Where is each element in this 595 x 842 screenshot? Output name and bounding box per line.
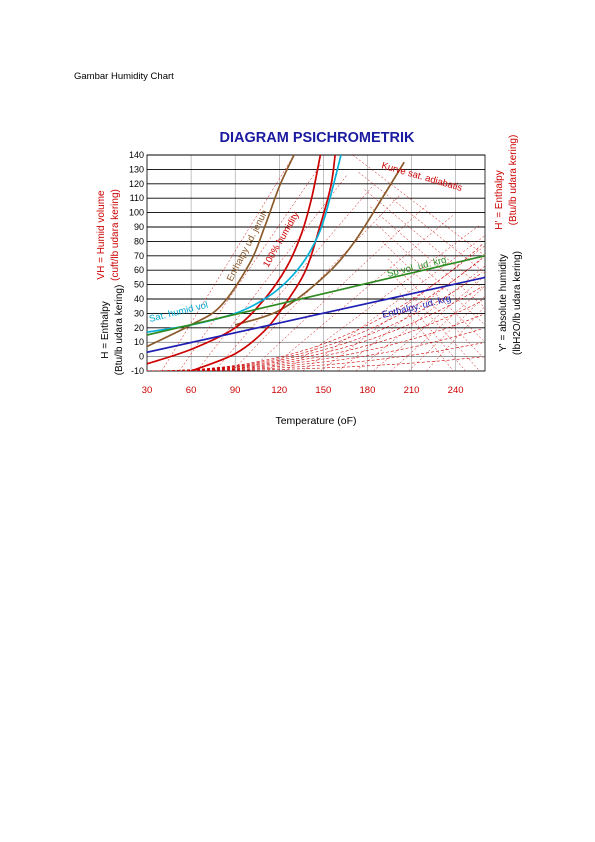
y-tick-label: 0 bbox=[139, 352, 144, 362]
y-tick-label: 140 bbox=[129, 150, 144, 160]
adiabatic-line bbox=[358, 172, 485, 274]
adiabatic-line bbox=[387, 258, 485, 360]
background-curves bbox=[147, 155, 485, 371]
x-tick-label: 150 bbox=[315, 385, 331, 396]
adiabatic-line bbox=[370, 206, 485, 308]
y-tick-label: 60 bbox=[134, 265, 144, 275]
adiabatic-line bbox=[405, 310, 454, 371]
adiabatic-line bbox=[320, 245, 485, 371]
x-tick-label: 210 bbox=[404, 385, 420, 396]
x-tick-label: 30 bbox=[142, 385, 153, 396]
chart-title-text: DIAGRAM PSICHROMETRIK bbox=[220, 130, 415, 146]
tick-labels: -10 0 10 20 30 40 50 60 70 80 90 100 110 120 130 140 30 6… bbox=[129, 150, 464, 396]
adiabatic-line bbox=[408, 295, 485, 371]
chart-title: DIAGRAM PSICHROMETRIK bbox=[220, 130, 415, 146]
adiabatic-line bbox=[196, 175, 348, 371]
adiabatic-line bbox=[302, 235, 485, 371]
x-tick-label: 120 bbox=[271, 385, 287, 396]
x-tick-label: 240 bbox=[448, 385, 464, 396]
y-tick-label: -10 bbox=[131, 366, 144, 376]
right-outer-label-sub: (Btu/lb udara kering) bbox=[508, 135, 519, 226]
series-humidity_100 bbox=[190, 155, 336, 371]
plot-area bbox=[146, 154, 486, 372]
y-tick-label: 50 bbox=[134, 280, 144, 290]
adiabatic-line bbox=[381, 241, 485, 343]
right-outer-label: H' = Enthalpy bbox=[494, 170, 505, 229]
y-tick-label: 100 bbox=[129, 208, 144, 218]
x-axis-label: Temperature (oF) bbox=[275, 415, 356, 427]
y-tick-label: 130 bbox=[129, 164, 144, 174]
y-tick-label: 30 bbox=[134, 308, 144, 318]
left-outer-label-sub: (cuft/lb udara kering) bbox=[110, 189, 121, 281]
adiabatic-line bbox=[249, 205, 427, 371]
y-tick-label: 120 bbox=[129, 179, 144, 189]
y-tick-label: 20 bbox=[134, 323, 144, 333]
adiabatic-line bbox=[376, 223, 485, 326]
adiabatic-line bbox=[284, 225, 480, 371]
left-inner-label-sub: (Btu/lb udara kering) bbox=[114, 285, 125, 376]
y-tick-label: 70 bbox=[134, 251, 144, 261]
left-outer-label: VH = Humid volume bbox=[96, 190, 107, 280]
adiabatic-line bbox=[179, 164, 321, 371]
adiabatic-line bbox=[373, 275, 485, 371]
adiabatic-line bbox=[267, 215, 453, 371]
x-tick-label: 180 bbox=[360, 385, 376, 396]
y-tick-label: 10 bbox=[134, 337, 144, 347]
left-inner-label: H = Enthalpy bbox=[100, 301, 111, 359]
plot-frame bbox=[146, 154, 486, 372]
adiabatic-line bbox=[214, 185, 374, 371]
right-inner-label-sub: (lbH2O/lb udara kering) bbox=[512, 251, 523, 355]
series-lines bbox=[147, 155, 485, 371]
series-sat_enthalpy bbox=[234, 161, 405, 326]
x-tick-label: 60 bbox=[186, 385, 197, 396]
series-enthalpy_dry bbox=[147, 276, 485, 354]
adiabatic-line bbox=[393, 275, 481, 371]
y-tick-label: 40 bbox=[134, 294, 144, 304]
series-humidity_100 bbox=[147, 155, 322, 365]
right-inner-label: Y' = absolute humidity bbox=[498, 254, 509, 352]
y-tick-label: 80 bbox=[134, 236, 144, 246]
adiabatic-line bbox=[426, 306, 485, 371]
adiabatic-line bbox=[337, 255, 485, 371]
series-sp_vol bbox=[147, 254, 485, 336]
y-tick-label: 90 bbox=[134, 222, 144, 232]
adiabatic-line bbox=[390, 285, 485, 371]
x-tick-label: 90 bbox=[230, 385, 241, 396]
y-tick-label: 110 bbox=[130, 193, 144, 203]
document-caption: Gambar Humidity Chart bbox=[74, 71, 174, 82]
